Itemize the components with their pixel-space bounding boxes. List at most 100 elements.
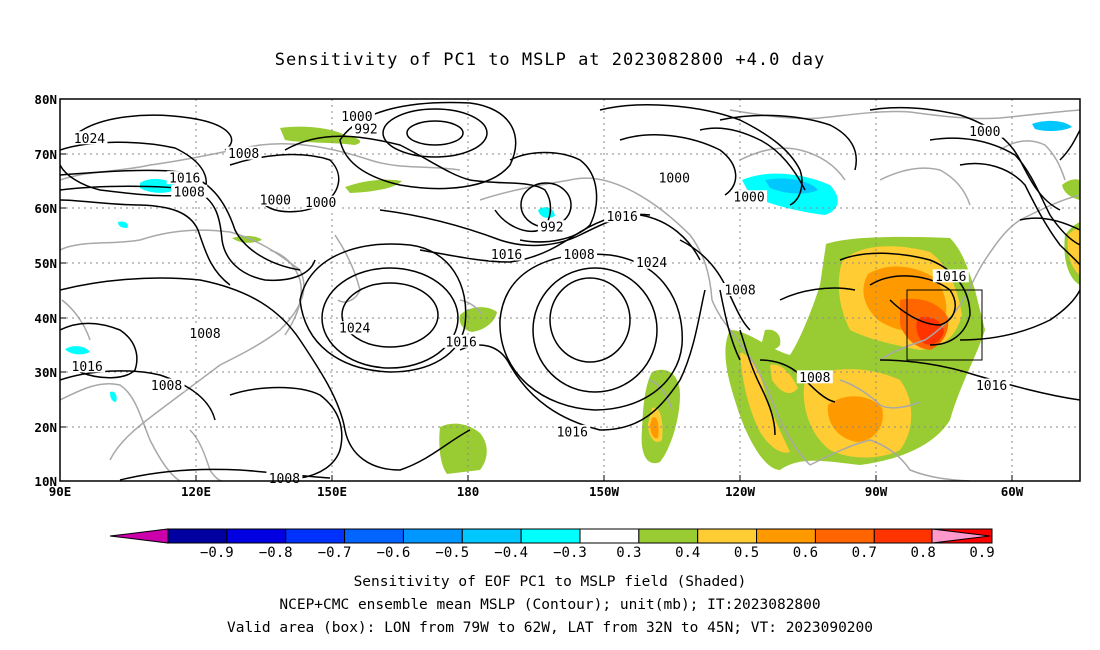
caption-shading: Sensitivity of EOF PC1 to MSLP field (Sh… (353, 574, 747, 590)
contour-label: 1016 (935, 270, 966, 285)
lat-label-40n: 40N (34, 311, 57, 326)
contour-label: 1016 (72, 360, 103, 375)
shade-green (439, 423, 487, 474)
colorbar-label: −0.5 (435, 545, 469, 561)
contour-label-bg (336, 321, 373, 335)
lon-label-90w: 90W (865, 484, 888, 499)
lon-label-120e: 120E (181, 484, 211, 499)
lat-label-10n: 10N (34, 474, 57, 489)
colorbar-cell (226, 528, 287, 544)
colorbar-label: 0.9 (969, 545, 994, 561)
contour-label-bg (187, 326, 224, 340)
shade-green (345, 179, 402, 193)
contour-label-bg (604, 209, 641, 223)
contour-label-bg (148, 378, 185, 392)
contour-label: 1008 (563, 248, 594, 263)
contour-label: 1024 (636, 256, 667, 271)
contour-label-bg (488, 247, 525, 261)
contour-label-bg (731, 190, 768, 204)
colorbar-cell (756, 528, 816, 544)
contour-label-bg (973, 378, 1010, 392)
lat-label-30n: 30N (34, 365, 57, 380)
contour-label-bg (966, 124, 1003, 138)
colorbar-label: 0.8 (910, 545, 935, 561)
colorbar-label: −0.8 (259, 545, 293, 561)
colorbar-label: 0.3 (616, 545, 641, 561)
contour-label: 1016 (169, 172, 200, 187)
contour-label: 1016 (606, 210, 637, 225)
lon-label-120w: 120W (725, 484, 756, 499)
contour-label: 1008 (174, 185, 205, 200)
contour-label: 1000 (260, 193, 291, 208)
colorbar-cell (402, 528, 463, 544)
colorbar-cell (344, 528, 404, 544)
contour-label-bg (796, 370, 833, 384)
colorbar-label: 0.7 (852, 545, 877, 561)
colorbar-cell (814, 528, 875, 544)
lat-label-80n: 80N (34, 92, 57, 107)
colorbar-cell (873, 528, 934, 544)
colorbar-cell (579, 528, 640, 544)
colorbar-left-tip (109, 528, 169, 544)
shade-cyan (110, 391, 117, 402)
contour-label-bg (166, 171, 203, 185)
contour-label: 1000 (969, 125, 1000, 140)
shade-yellow (770, 364, 798, 394)
lat-label-60n: 60N (34, 201, 57, 216)
caption-contour: NCEP+CMC ensemble mean MSLP (Contour); u… (279, 597, 821, 613)
contour-label-bg (932, 269, 969, 283)
contour-label: 1016 (557, 425, 588, 440)
contour-label-bg (338, 109, 375, 123)
colorbar-label: −0.6 (377, 545, 411, 561)
contour-label-bg (69, 359, 106, 373)
contour-label-bg (443, 334, 480, 348)
contour-label: 992 (354, 123, 377, 138)
contour-label-bg (554, 424, 591, 438)
contour-label: 1000 (305, 196, 336, 211)
contour-label-bg (71, 131, 108, 145)
shade-red (916, 316, 944, 345)
contour-label-bg (561, 247, 598, 261)
shade-cyan (65, 346, 90, 355)
map-title: Sensitivity of PC1 to MSLP at 2023082800… (274, 50, 826, 70)
contour-label-bg (633, 255, 670, 269)
shade-cyan (538, 207, 555, 218)
colorbar-labels: −0.9 −0.8 −0.7 −0.6 −0.5 −0.4 −0.3 0.3 0.4 0.5 0.6… (200, 545, 995, 561)
colorbar-cell (461, 528, 522, 544)
contour-label: 1016 (976, 379, 1007, 394)
contour-label: 1016 (446, 335, 477, 350)
lon-label-150e: 150E (317, 484, 347, 499)
contour-label: 1008 (189, 327, 220, 342)
contour-label-bg (537, 220, 566, 234)
colorbar-cell (697, 528, 758, 544)
contour-label: 1008 (151, 379, 182, 394)
contour-label: 1024 (339, 322, 370, 337)
lat-label-20n: 20N (34, 420, 57, 435)
colorbar-label: −0.7 (318, 545, 352, 561)
colorbar-label: 0.4 (675, 545, 700, 561)
contour-label: 1008 (724, 284, 755, 299)
colorbar-label: −0.9 (200, 545, 234, 561)
shade-orange (650, 417, 659, 439)
lat-label-70n: 70N (34, 147, 57, 162)
contour-label: 1008 (799, 371, 830, 386)
contour-label-bg (656, 171, 693, 185)
contour-label: 1016 (491, 248, 522, 263)
plot-frame (59, 98, 1081, 482)
colorbar-cell (285, 528, 346, 544)
lon-label-180: 180 (457, 484, 480, 499)
contour-label: 1024 (74, 132, 105, 147)
contour-label-bg (257, 192, 294, 206)
contour-label-bg (722, 283, 758, 296)
lat-label-50n: 50N (34, 256, 57, 271)
shade-orange (827, 396, 883, 442)
shade-yellow (740, 352, 790, 453)
colorbar: −0.9 −0.8 −0.7 −0.6 −0.5 −0.4 −0.3 0.3 0.4 0.5 0.6… (109, 528, 995, 561)
contour-label: 1008 (228, 147, 259, 162)
contour-label: 1000 (733, 191, 764, 206)
contour-label: 1000 (341, 110, 372, 125)
colorbar-cell (167, 528, 228, 544)
colorbar-cells (167, 528, 993, 544)
contour-label-bg (302, 195, 339, 209)
